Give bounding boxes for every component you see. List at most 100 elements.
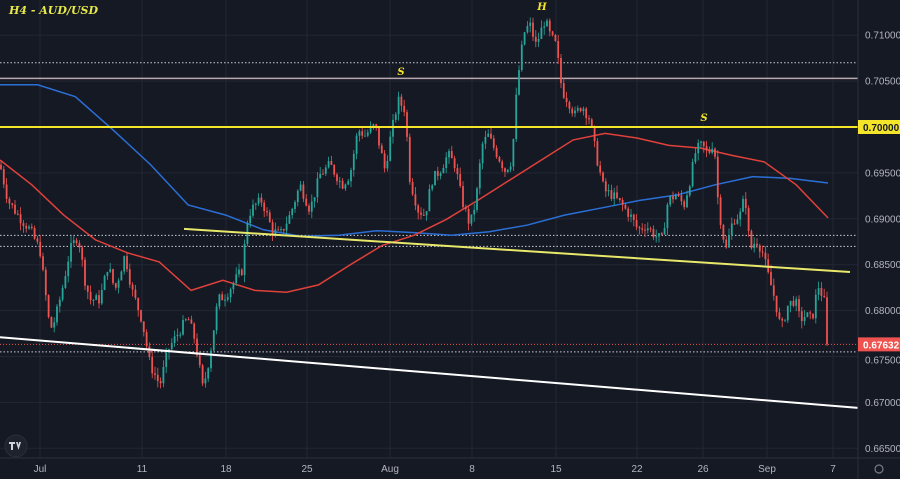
- candle-body: [411, 181, 414, 195]
- candle-body: [338, 180, 341, 182]
- candle-body: [820, 288, 823, 296]
- candle-body: [400, 96, 403, 106]
- candle-body: [823, 295, 826, 298]
- candle-body: [420, 212, 422, 215]
- candle-body: [784, 320, 786, 322]
- level-price-badge: 0.70000: [863, 123, 900, 134]
- tradingview-logo-mark: [9, 442, 21, 450]
- candle-body: [322, 173, 324, 175]
- candle-body: [694, 153, 697, 163]
- candle-body: [792, 300, 795, 306]
- price-tick-label: 0.67500: [865, 355, 900, 366]
- candle-body: [184, 319, 187, 321]
- candle-body: [30, 226, 33, 229]
- candle-body: [770, 272, 772, 286]
- candle-body: [282, 229, 285, 231]
- candle-body: [64, 276, 67, 288]
- candle-body: [795, 299, 798, 306]
- candle-body: [378, 127, 380, 146]
- candle-body: [537, 39, 540, 42]
- candle-body: [789, 300, 792, 306]
- candle-body: [61, 287, 64, 300]
- candle-body: [669, 196, 672, 205]
- settings-gear-icon[interactable]: [874, 464, 884, 474]
- candle-body: [58, 299, 61, 307]
- candle-body: [632, 214, 635, 220]
- candle-body: [660, 233, 663, 235]
- candle-body: [109, 269, 112, 272]
- candle-body: [14, 204, 16, 214]
- candle-body: [655, 236, 658, 238]
- candle-body: [616, 192, 618, 199]
- candle-body: [16, 213, 19, 215]
- candle-body: [672, 196, 674, 200]
- candles-group: [0, 17, 828, 389]
- candle-body: [397, 96, 400, 115]
- candle-body: [210, 350, 212, 369]
- candle-body: [142, 321, 145, 333]
- time-tick-label: 25: [301, 464, 313, 475]
- candle-body: [145, 332, 148, 347]
- candle-body: [344, 184, 347, 189]
- candle-body: [134, 289, 137, 299]
- candle-body: [288, 215, 291, 224]
- candle-body: [826, 297, 828, 345]
- candle-body: [159, 380, 162, 384]
- pattern-label-h: H: [536, 2, 547, 13]
- candle-body: [235, 274, 238, 284]
- candle-body: [277, 229, 280, 231]
- candle-body: [702, 141, 705, 147]
- candle-body: [515, 94, 518, 140]
- time-tick-label: 7: [830, 464, 836, 475]
- candle-body: [92, 299, 95, 301]
- candle-body: [576, 108, 579, 111]
- candle-body: [719, 197, 722, 225]
- candle-body: [800, 311, 803, 322]
- candle-body: [361, 131, 364, 136]
- candle-body: [663, 228, 666, 235]
- time-tick-label: Aug: [381, 464, 399, 475]
- candle-body: [316, 178, 319, 198]
- candle-body: [428, 189, 431, 212]
- candle-body: [198, 355, 201, 366]
- candle-body: [151, 356, 154, 374]
- moving-average-fast-line: [0, 132, 829, 293]
- candle-body: [44, 269, 47, 296]
- candle-body: [641, 228, 644, 230]
- candle-body: [131, 284, 134, 290]
- candle-body: [630, 214, 632, 217]
- candle-body: [728, 235, 730, 248]
- candle-body: [812, 313, 814, 319]
- candle-body: [658, 233, 660, 237]
- candle-body: [319, 173, 322, 179]
- candle-body: [565, 97, 568, 103]
- candle-body: [414, 194, 417, 206]
- candle-body: [271, 222, 274, 235]
- candle-body: [722, 224, 725, 240]
- candle-body: [448, 151, 450, 158]
- candle-body: [473, 209, 476, 215]
- candle-body: [193, 323, 196, 339]
- candle-body: [756, 243, 758, 246]
- candle-body: [266, 211, 268, 213]
- candle-body: [366, 132, 369, 136]
- candle-body: [112, 269, 114, 284]
- candle-body: [523, 32, 526, 45]
- candle-body: [268, 212, 271, 223]
- candle-body: [392, 119, 394, 137]
- candle-body: [254, 203, 257, 205]
- candle-body: [176, 334, 179, 337]
- candle-body: [610, 190, 613, 200]
- candle-body: [2, 169, 5, 185]
- candle-body: [686, 195, 688, 208]
- candle-body: [467, 208, 470, 224]
- candle-body: [232, 283, 235, 290]
- candle-body: [313, 197, 316, 202]
- candle-body: [582, 108, 585, 112]
- candle-body: [42, 256, 44, 270]
- candle-body: [551, 31, 554, 35]
- candle-body: [310, 201, 313, 212]
- candle-body: [201, 365, 204, 384]
